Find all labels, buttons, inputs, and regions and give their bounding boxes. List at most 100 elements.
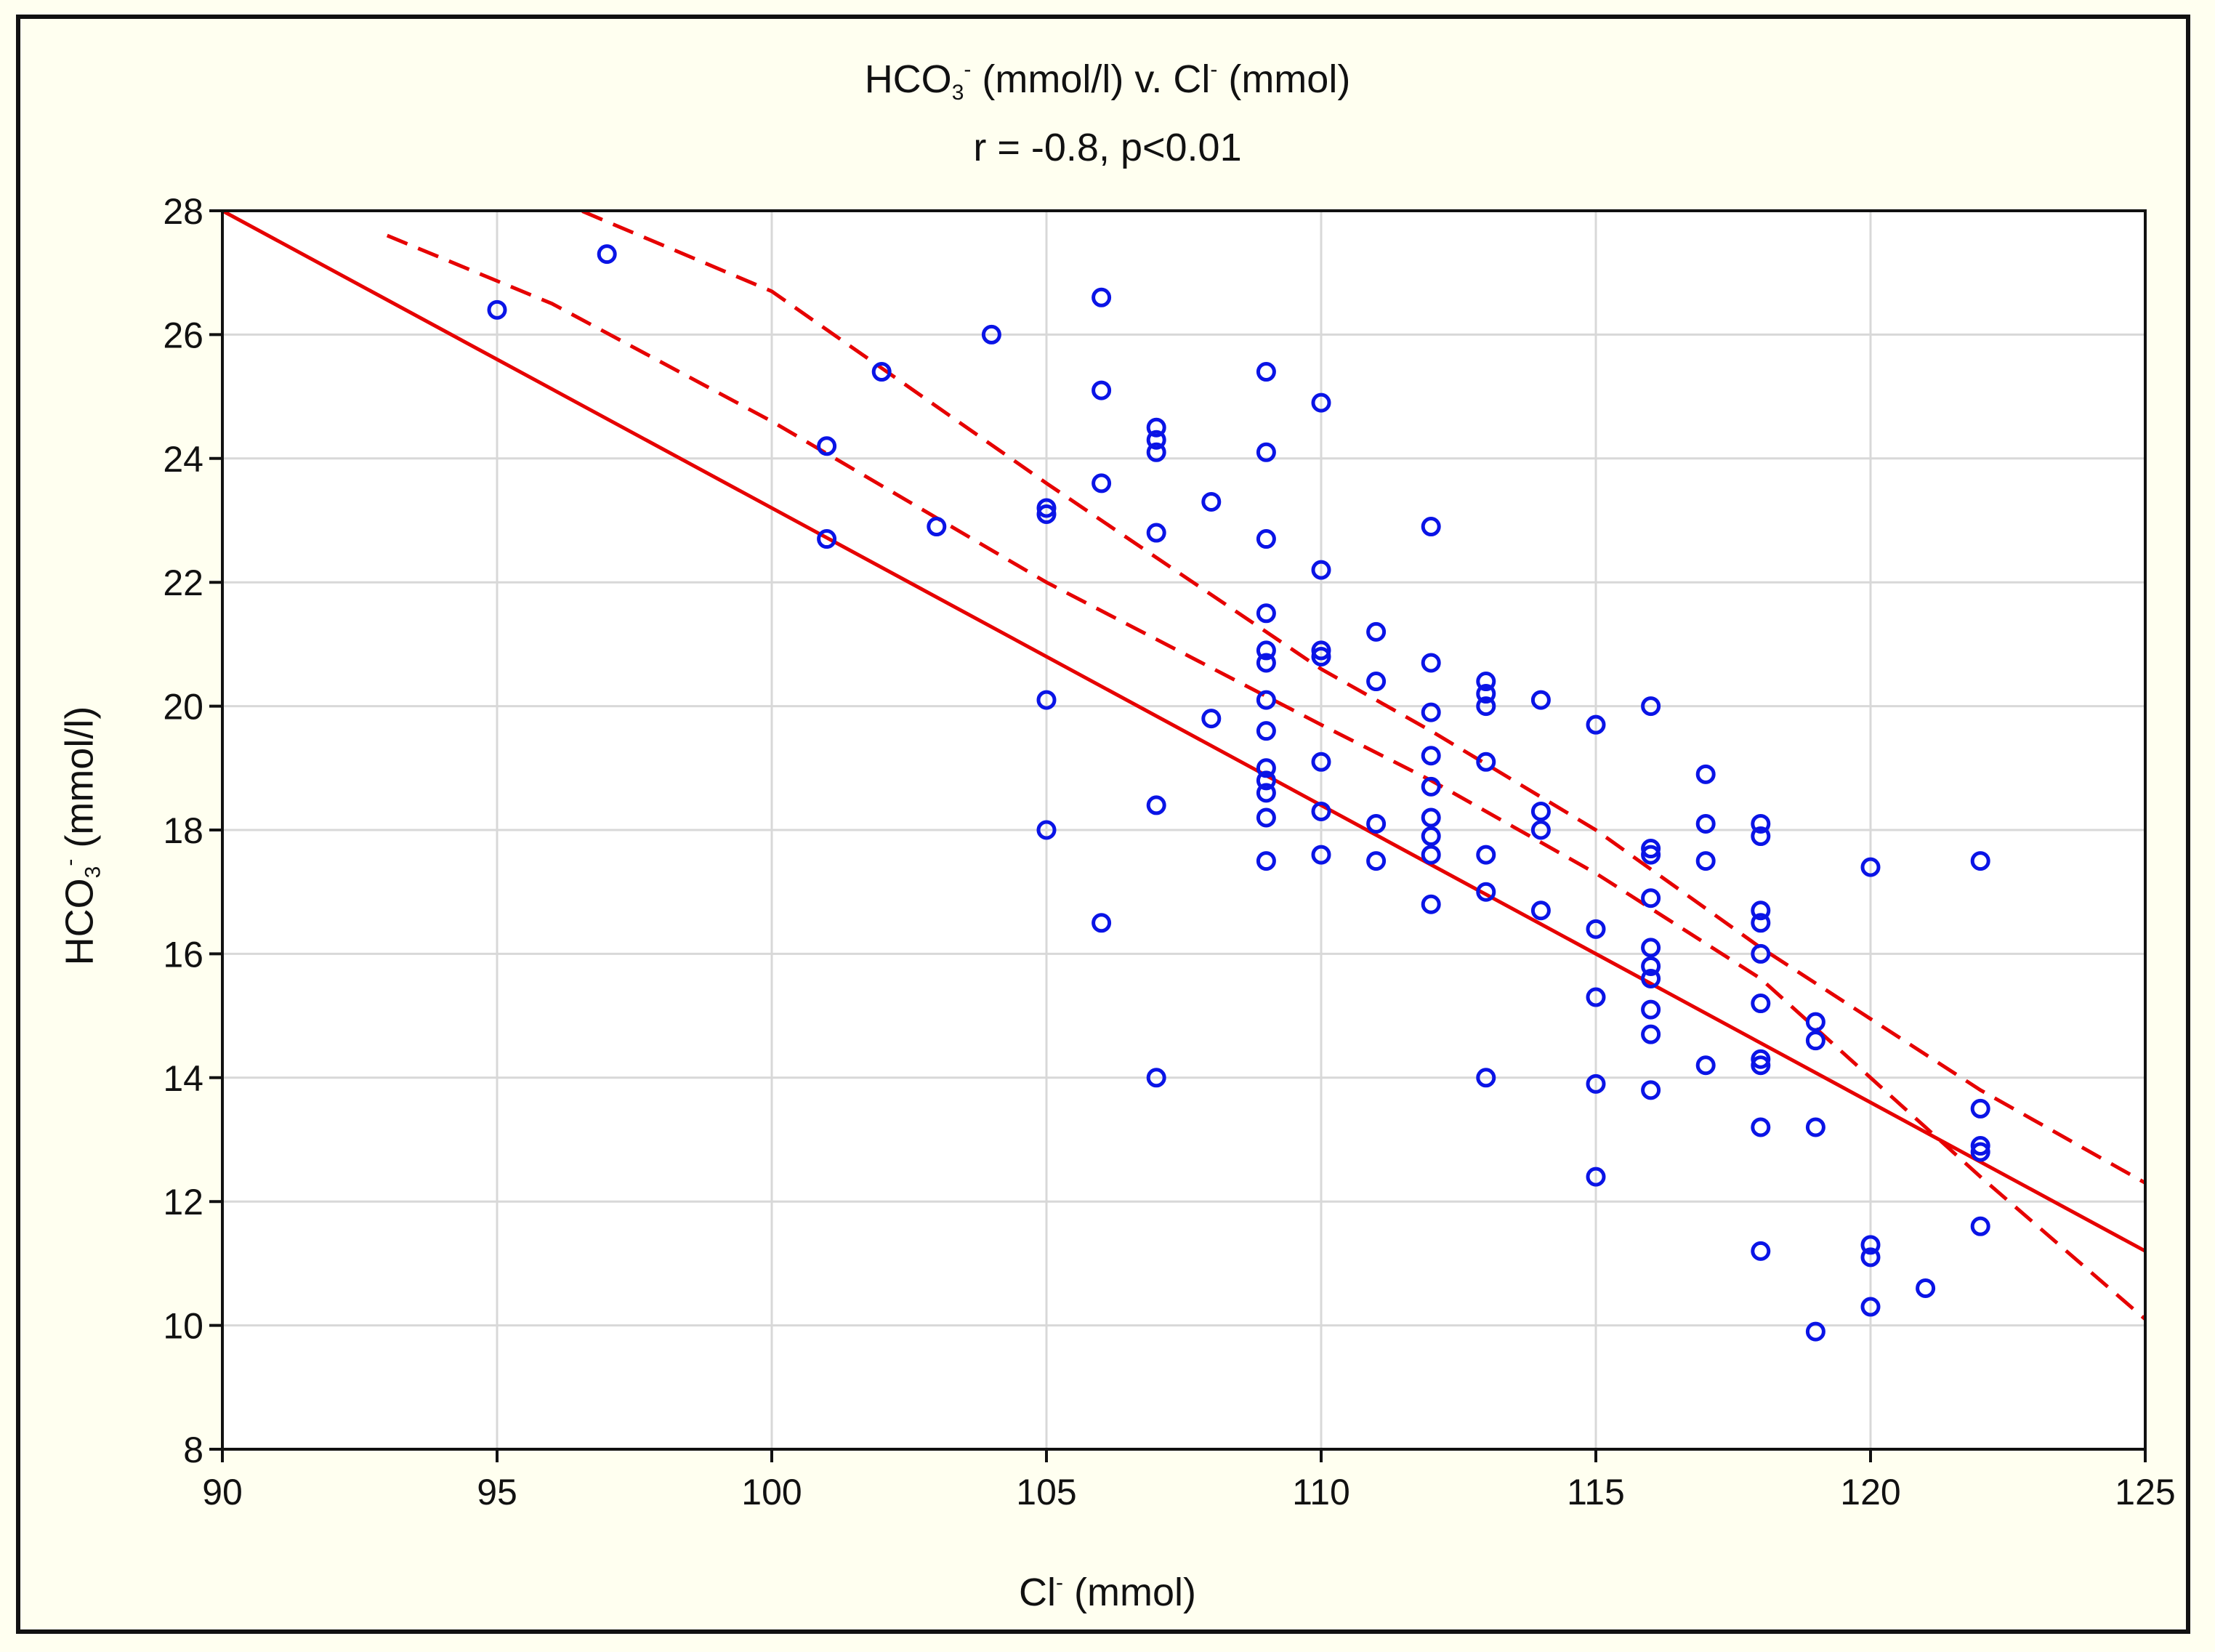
data-point xyxy=(1256,851,1276,871)
data-point xyxy=(487,299,507,320)
y-tick-label: 22 xyxy=(163,563,203,603)
data-point xyxy=(1256,690,1276,710)
data-point xyxy=(1641,956,1661,976)
data-point xyxy=(1421,807,1441,828)
data-point xyxy=(1476,684,1496,704)
data-point xyxy=(1916,1278,1936,1298)
data-point xyxy=(1311,640,1331,661)
data-point xyxy=(981,324,1001,344)
x-tick-label: 110 xyxy=(1292,1472,1350,1512)
data-point xyxy=(1641,1024,1661,1044)
data-point xyxy=(1970,1098,1990,1119)
data-point xyxy=(1695,851,1716,871)
y-tick-label: 20 xyxy=(163,687,203,728)
data-point xyxy=(1641,1080,1661,1100)
data-point xyxy=(1421,702,1441,722)
data-point xyxy=(1311,560,1331,580)
data-point xyxy=(1256,758,1276,778)
data-point xyxy=(1146,417,1166,438)
data-point xyxy=(1860,1247,1881,1268)
data-point xyxy=(817,436,837,456)
data-point xyxy=(1586,919,1606,939)
data-point xyxy=(1256,529,1276,549)
data-point xyxy=(1421,894,1441,914)
data-point xyxy=(1421,653,1441,673)
title-units-x: (mmol) xyxy=(1217,57,1351,101)
y-tick-label: 18 xyxy=(163,810,203,851)
data-point xyxy=(1860,857,1881,877)
data-point xyxy=(1695,1055,1716,1076)
data-point xyxy=(1311,392,1331,413)
data-point xyxy=(1751,913,1771,933)
x-tick-label: 120 xyxy=(1840,1472,1900,1512)
data-point xyxy=(1970,851,1990,871)
title-y-sub: 3 xyxy=(951,81,964,105)
y-tick-label: 12 xyxy=(163,1182,203,1222)
data-point xyxy=(1860,1235,1881,1255)
data-point xyxy=(1751,1117,1771,1137)
data-point xyxy=(871,362,892,382)
data-point xyxy=(1805,1117,1825,1137)
data-point xyxy=(1805,1031,1825,1051)
data-point xyxy=(1256,721,1276,741)
data-point xyxy=(1641,888,1661,908)
data-point xyxy=(1092,913,1112,933)
data-point xyxy=(1751,1055,1771,1076)
data-point xyxy=(1092,473,1112,493)
ylabel-units: (mmol/l) xyxy=(57,706,102,859)
data-point xyxy=(1366,813,1387,834)
data-point xyxy=(1256,770,1276,791)
ylabel-base: HCO xyxy=(57,878,102,966)
data-point xyxy=(1366,621,1387,642)
data-point xyxy=(1641,696,1661,717)
regression-line xyxy=(222,211,2145,1253)
data-point xyxy=(1421,845,1441,865)
title-x-sup: - xyxy=(1210,57,1218,81)
ylabel-sub: 3 xyxy=(81,866,105,879)
x-tick-label: 95 xyxy=(477,1472,517,1512)
data-point xyxy=(1695,764,1716,784)
data-point xyxy=(1146,442,1166,462)
y-tick-label: 26 xyxy=(163,315,203,355)
data-point xyxy=(1036,690,1057,710)
data-point xyxy=(1641,968,1661,988)
chart-subtitle: r = -0.8, p<0.01 xyxy=(973,126,1242,169)
data-point xyxy=(1641,839,1661,859)
data-point xyxy=(1366,672,1387,692)
data-point xyxy=(1695,813,1716,834)
y-axis-label: HCO3- (mmol/l) xyxy=(57,706,106,966)
data-point xyxy=(1146,1068,1166,1088)
xlabel-units: (mmol) xyxy=(1063,1571,1196,1614)
data-point xyxy=(1311,801,1331,821)
data-point xyxy=(1530,900,1551,921)
x-tick-label: 115 xyxy=(1567,1472,1625,1512)
data-point xyxy=(1641,845,1661,865)
data-point xyxy=(1421,517,1441,537)
data-point xyxy=(597,244,617,265)
data-point xyxy=(1970,1136,1990,1156)
data-point xyxy=(1421,746,1441,766)
data-point xyxy=(1530,801,1551,821)
y-tick-label: 28 xyxy=(163,191,203,232)
data-point xyxy=(1586,1073,1606,1094)
data-point xyxy=(1751,994,1771,1014)
data-point xyxy=(1476,672,1496,692)
x-axis-label: Cl- (mmol) xyxy=(0,1570,2215,1615)
data-point xyxy=(1256,653,1276,673)
x-tick-label: 105 xyxy=(1016,1472,1076,1512)
data-point xyxy=(1476,696,1496,717)
data-point xyxy=(1146,523,1166,543)
plot-series xyxy=(222,211,2145,1342)
data-point xyxy=(1530,690,1551,710)
y-tick-label: 24 xyxy=(163,439,203,480)
data-point xyxy=(1256,783,1276,803)
data-point xyxy=(1641,938,1661,958)
data-point xyxy=(1751,943,1771,964)
data-point xyxy=(1256,442,1276,462)
data-point xyxy=(1311,845,1331,865)
data-point xyxy=(1092,380,1112,400)
data-point xyxy=(1751,900,1771,921)
data-point xyxy=(1586,714,1606,735)
data-point xyxy=(1805,1321,1825,1342)
